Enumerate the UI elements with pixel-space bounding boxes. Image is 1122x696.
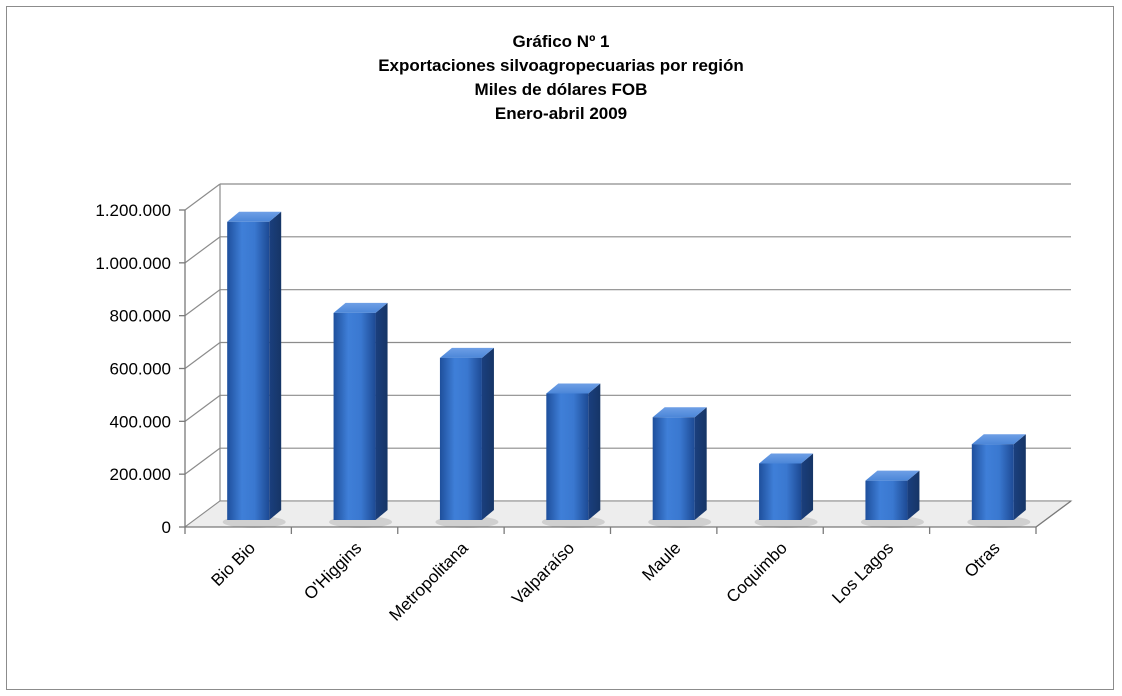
- bar-front: [439, 357, 482, 520]
- bar-top: [227, 211, 282, 222]
- bar-front: [546, 393, 589, 520]
- gridline-diagonal: [184, 342, 221, 369]
- bar-side: [1013, 434, 1026, 520]
- bar: [541, 383, 605, 528]
- bar-side: [269, 211, 282, 520]
- bar: [967, 434, 1031, 528]
- y-tick-label: 0: [162, 518, 171, 537]
- y-tick-label: 400.000: [110, 412, 171, 431]
- y-tick-label: 200.000: [110, 465, 171, 484]
- bar-side: [375, 302, 388, 520]
- bar-top: [333, 302, 388, 313]
- bar: [860, 470, 924, 528]
- x-tick-label: O'Higgins: [300, 538, 365, 603]
- bar-side: [481, 347, 494, 520]
- x-tick-label: Valparaíso: [508, 538, 578, 608]
- bar: [329, 302, 393, 528]
- gridline-diagonal: [184, 447, 221, 475]
- chart-title-line-1: Gráfico Nº 1: [512, 32, 610, 51]
- bar-front: [759, 463, 802, 520]
- chart-title: Gráfico Nº 1 Exportaciones silvoagropecu…: [0, 30, 1122, 126]
- bar-top: [971, 434, 1026, 445]
- y-tick-label: 1.200.000: [95, 201, 171, 220]
- bar-side: [694, 407, 707, 520]
- bar-side: [801, 453, 814, 520]
- bar-front: [865, 480, 908, 520]
- bar-top: [759, 453, 814, 464]
- y-tick-label: 600.000: [110, 360, 171, 379]
- bar-top: [546, 383, 601, 394]
- bar-front: [333, 312, 376, 520]
- bar-top: [439, 347, 494, 358]
- x-tick-label: Bio Bio: [207, 538, 259, 590]
- chart-floor: [183, 500, 1073, 528]
- bar-side: [588, 383, 601, 520]
- bar: [648, 407, 712, 528]
- bar-top: [865, 470, 920, 481]
- gridline-diagonal: [184, 394, 221, 422]
- chart-title-line-2: Exportaciones silvoagropecuarias por reg…: [378, 56, 744, 75]
- x-tick-label: Otras: [961, 538, 1004, 581]
- bar-side: [907, 470, 920, 520]
- bar: [435, 347, 499, 528]
- bar-front: [652, 417, 695, 520]
- gridline-diagonal: [184, 236, 221, 264]
- gridline-diagonal: [184, 183, 221, 211]
- chart-title-line-3: Miles de dólares FOB: [474, 80, 648, 99]
- gridline-diagonal: [184, 289, 221, 317]
- x-tick-label: Maule: [638, 538, 684, 584]
- chart-title-line-4: Enero-abril 2009: [494, 104, 628, 123]
- bar-front: [971, 444, 1014, 520]
- bar: [754, 453, 818, 528]
- x-tick-label: Metropolitana: [385, 538, 472, 625]
- bar-top: [652, 407, 707, 418]
- x-tick-label: Coquimbo: [723, 538, 791, 606]
- chart-frame: [6, 6, 1114, 690]
- bar: [222, 211, 286, 528]
- bar-front: [227, 221, 270, 520]
- floor-right-edge: [1035, 500, 1072, 528]
- y-tick-label: 800.000: [110, 307, 171, 326]
- y-tick-label: 1.000.000: [95, 254, 171, 273]
- x-tick-label: Los Lagos: [828, 538, 897, 607]
